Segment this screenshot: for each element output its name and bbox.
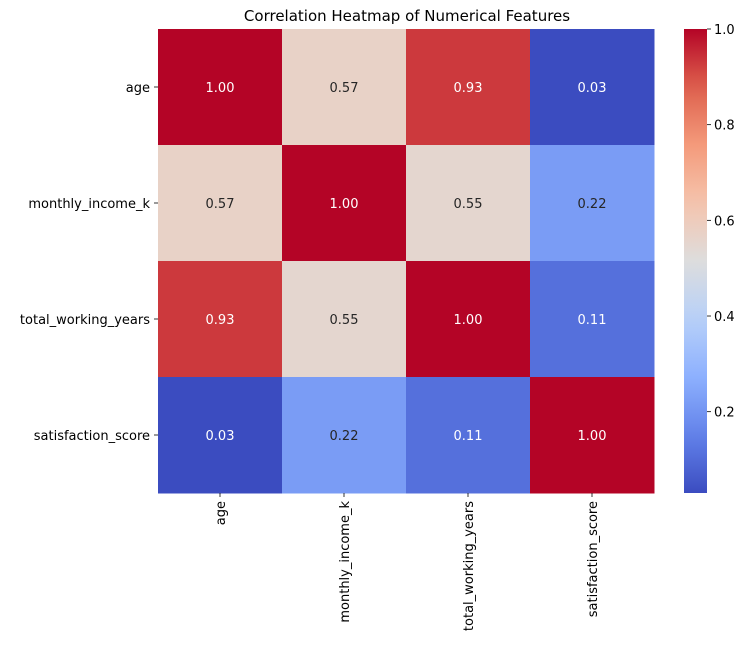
heatmap-cell-monthly_income_k-age xyxy=(158,145,283,262)
y-tick-label-age: age xyxy=(126,81,150,96)
cell-value-label: 1.00 xyxy=(454,313,483,328)
cell-value-label: 0.11 xyxy=(454,429,483,444)
y-tick-label-satisfaction_score: satisfaction_score xyxy=(34,429,150,444)
x-tick-label-age: age xyxy=(214,501,229,525)
colorbar: 0.2 0.4 0.6 0.8 1.0 xyxy=(684,23,735,493)
cell-value-label: 0.03 xyxy=(206,429,235,444)
cell-value-label: 0.03 xyxy=(578,81,607,96)
heatmap-cell-monthly_income_k-total_working_years xyxy=(406,145,531,262)
y-tick-label-total_working_years: total_working_years xyxy=(20,313,150,328)
cell-value-label: 0.22 xyxy=(330,429,359,444)
cell-value-label: 0.22 xyxy=(578,197,607,212)
cell-value-label: 1.00 xyxy=(206,81,235,96)
heatmap-cell-satisfaction_score-satisfaction_score xyxy=(530,377,655,494)
cell-value-label: 1.00 xyxy=(330,197,359,212)
chart-title: Correlation Heatmap of Numerical Feature… xyxy=(244,7,570,25)
cell-value-label: 0.57 xyxy=(330,81,359,96)
cell-value-label: 0.93 xyxy=(206,313,235,328)
heatmap-cell-satisfaction_score-total_working_years xyxy=(406,377,531,494)
colorbar-tick-label: 0.2 xyxy=(714,406,735,421)
heatmap-cell-total_working_years-age xyxy=(158,261,283,378)
y-tick-label-monthly_income_k: monthly_income_k xyxy=(28,197,150,212)
heatmap-cell-total_working_years-monthly_income_k xyxy=(282,261,407,378)
heatmap-cell-monthly_income_k-satisfaction_score xyxy=(530,145,655,262)
x-tick-labels: age monthly_income_k total_working_years sa… xyxy=(214,493,601,631)
heatmap-cell-total_working_years-satisfaction_score xyxy=(530,261,655,378)
y-tick-labels: age monthly_income_k total_working_yearssa… xyxy=(20,81,158,444)
heatmap-cell-total_working_years-total_working_years xyxy=(406,261,531,378)
colorbar-tick-label: 0.4 xyxy=(714,310,735,325)
heatmap-cell-age-total_working_years xyxy=(406,29,531,146)
x-tick-label-satisfaction_score: satisfaction_score xyxy=(586,501,601,617)
cell-value-label: 0.55 xyxy=(454,197,483,212)
colorbar-gradient xyxy=(684,29,707,493)
heatmap-cell-age-age xyxy=(158,29,283,146)
colorbar-tick-label: 0.8 xyxy=(714,119,735,134)
x-tick-label-total_working_years: total_working_years xyxy=(462,501,477,631)
cell-value-label: 0.11 xyxy=(578,313,607,328)
x-tick-label-monthly_income_k: monthly_income_k xyxy=(338,501,353,623)
heatmap-cells: 1.00 0.57 0.93 0.03 0.57 1.00 0.55 0.22 0.93 0.55… xyxy=(158,29,655,494)
cell-value-label: 1.00 xyxy=(578,429,607,444)
heatmap-cell-satisfaction_score-monthly_income_k xyxy=(282,377,407,494)
heatmap-cell-age-satisfaction_score xyxy=(530,29,655,146)
cell-value-label: 0.55 xyxy=(330,313,359,328)
colorbar-tick-label: 0.6 xyxy=(714,214,735,229)
heatmap-cell-age-monthly_income_k xyxy=(282,29,407,146)
cell-value-label: 0.93 xyxy=(454,81,483,96)
heatmap-cell-satisfaction_score-age xyxy=(158,377,283,494)
cell-value-label: 0.57 xyxy=(206,197,235,212)
heatmap-cell-monthly_income_k-monthly_income_k xyxy=(282,145,407,262)
colorbar-tick-label: 1.0 xyxy=(714,23,735,38)
